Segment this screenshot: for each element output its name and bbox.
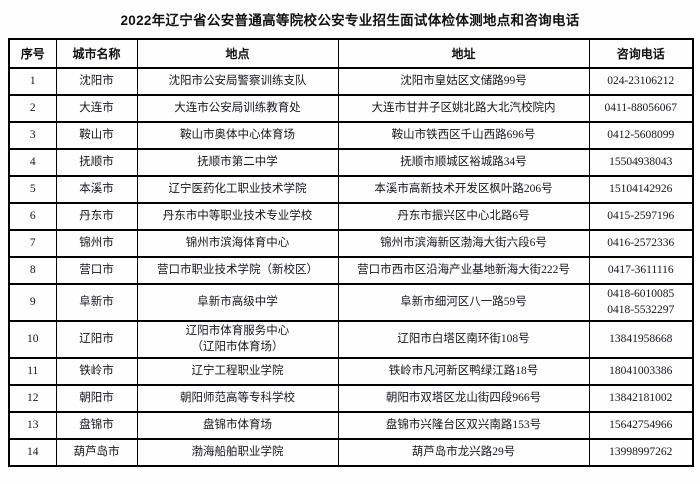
cell-address: 营口市西市区沿海产业基地新海大街222号 [337,256,590,285]
cell-address: 鞍山市铁西区千山西路696号 [337,121,590,150]
cell-location: 锦州市滨海体育中心 [136,229,339,258]
cell-no: 12 [8,384,57,414]
cell-phone: 0411-88056067 [588,94,694,123]
table-row: 6 丹东市 丹东市中等职业技术专业学校 丹东市振兴区中心北路6号 0415-259719… [8,202,694,231]
table-row: 1 沈阳市 沈阳市公安局警察训练支队 沈阳市皇姑区文储路99号 024-23106212 [8,67,694,96]
cell-location: 朝阳师范高等专科学校 [136,384,339,414]
cell-phone: 13998997262 [588,438,694,468]
cell-no: 4 [8,148,57,177]
cell-phone: 0415-2597196 [588,202,694,231]
cell-no: 6 [8,202,57,231]
cell-no: 5 [8,175,57,204]
table-row: 9 阜新市 阜新市高级中学 阜新市细河区八一路59号 0418-6010085 0418… [8,282,694,323]
cell-address: 沈阳市皇姑区文储路99号 [337,67,590,96]
cell-location: 沈阳市公安局警察训练支队 [136,67,339,96]
cell-no: 14 [8,438,57,468]
page-title: 2022年辽宁省公安普通高等院校公安专业招生面试体检体测地点和咨询电话 [120,13,580,28]
table-row: 8 营口市 营口市职业技术学院（新校区） 营口市西市区沿海产业基地新海大街222号 04… [8,256,694,285]
cell-no: 8 [8,256,57,285]
cell-city: 抚顺市 [55,148,138,177]
cell-no: 13 [8,411,57,441]
cell-address: 本溪市高新技术开发区枫叶路206号 [337,175,590,204]
table-row: 5 本溪市 辽宁医药化工职业技术学院 本溪市高新技术开发区枫叶路206号 1510414… [8,175,694,204]
cell-address: 铁岭市凡河新区鸭绿江路18号 [337,357,590,387]
cell-phone: 024-23106212 [588,67,694,96]
cell-address: 盘锦市兴隆台区双兴南路153号 [337,411,590,441]
cell-address: 抚顺市顺城区裕城路34号 [337,148,590,177]
cell-address: 辽阳市白塔区南环街108号 [337,320,590,360]
cell-location: 渤海船舶职业学院 [136,438,339,468]
cell-location: 辽阳市体育服务中心 （辽阳市体育场） [136,320,339,360]
cell-city: 朝阳市 [55,384,138,414]
cell-no: 2 [8,94,57,123]
cell-phone: 13841958668 [588,320,694,360]
cell-address: 丹东市振兴区中心北路6号 [337,202,590,231]
cell-city: 锦州市 [55,229,138,258]
cell-phone: 0417-3611116 [588,256,694,285]
cell-city: 大连市 [55,94,138,123]
cell-no: 7 [8,229,57,258]
cell-address: 阜新市细河区八一路59号 [337,282,590,323]
cell-location: 鞍山市奥体中心体育场 [136,121,339,150]
table-row: 10 辽阳市 辽阳市体育服务中心 （辽阳市体育场） 辽阳市白塔区南环街108号 1384… [8,320,694,360]
header-no: 序号 [8,38,57,69]
cell-phone: 13842181002 [588,384,694,414]
cell-location: 大连市公安局训练教育处 [136,94,339,123]
table-row: 7 锦州市 锦州市滨海体育中心 锦州市滨海新区渤海大街六段6号 0416-2572336 [8,229,694,258]
cell-no: 1 [8,67,57,96]
table-row: 11 铁岭市 辽宁工程职业学院 铁岭市凡河新区鸭绿江路18号 18041003386 [8,357,694,387]
table-row: 14 葫芦岛市 渤海船舶职业学院 葫芦岛市龙兴路29号 13998997262 [8,438,694,468]
cell-address: 葫芦岛市龙兴路29号 [337,438,590,468]
table-body: 1 沈阳市 沈阳市公安局警察训练支队 沈阳市皇姑区文储路99号 024-23106212… [8,67,694,468]
header-phone: 咨询电话 [588,38,694,69]
cell-location: 丹东市中等职业技术专业学校 [136,202,339,231]
cell-address: 朝阳市双塔区龙山街四段966号 [337,384,590,414]
cell-no: 3 [8,121,57,150]
cell-city: 沈阳市 [55,67,138,96]
cell-phone: 18041003386 [588,357,694,387]
cell-phone: 15642754966 [588,411,694,441]
table-row: 3 鞍山市 鞍山市奥体中心体育场 鞍山市铁西区千山西路696号 0412-5608099 [8,121,694,150]
header-address: 地址 [337,38,590,69]
header-city: 城市名称 [55,38,138,69]
cell-city: 阜新市 [55,282,138,323]
cell-city: 辽阳市 [55,320,138,360]
cell-location: 抚顺市第二中学 [136,148,339,177]
cell-phone: 0412-5608099 [588,121,694,150]
table-row: 12 朝阳市 朝阳师范高等专科学校 朝阳市双塔区龙山街四段966号 1384218100… [8,384,694,414]
cell-no: 10 [8,320,57,360]
cell-address: 大连市甘井子区姚北路大北汽校院内 [337,94,590,123]
locations-table: 序号 城市名称 地点 地址 咨询电话 1 沈阳市 沈阳市公安局警察训练支队 沈阳市皇姑… [8,38,694,468]
cell-city: 鞍山市 [55,121,138,150]
header-location: 地点 [136,38,339,69]
cell-phone: 15504938043 [588,148,694,177]
table-row: 13 盘锦市 盘锦市体育场 盘锦市兴隆台区双兴南路153号 15642754966 [8,411,694,441]
cell-no: 9 [8,282,57,323]
cell-city: 葫芦岛市 [55,438,138,468]
table-row: 2 大连市 大连市公安局训练教育处 大连市甘井子区姚北路大北汽校院内 0411-8805… [8,94,694,123]
cell-city: 营口市 [55,256,138,285]
cell-location: 盘锦市体育场 [136,411,339,441]
cell-city: 丹东市 [55,202,138,231]
cell-city: 铁岭市 [55,357,138,387]
cell-location: 辽宁医药化工职业技术学院 [136,175,339,204]
cell-phone: 0416-2572336 [588,229,694,258]
cell-phone: 0418-6010085 0418-5532297 [588,282,694,323]
table-header-row: 序号 城市名称 地点 地址 咨询电话 [8,38,694,69]
cell-address: 锦州市滨海新区渤海大街六段6号 [337,229,590,258]
cell-city: 盘锦市 [55,411,138,441]
cell-no: 11 [8,357,57,387]
cell-location: 营口市职业技术学院（新校区） [136,256,339,285]
cell-phone: 15104142926 [588,175,694,204]
cell-location: 辽宁工程职业学院 [136,357,339,387]
cell-city: 本溪市 [55,175,138,204]
cell-location: 阜新市高级中学 [136,282,339,323]
table-row: 4 抚顺市 抚顺市第二中学 抚顺市顺城区裕城路34号 15504938043 [8,148,694,177]
